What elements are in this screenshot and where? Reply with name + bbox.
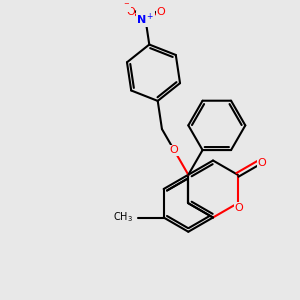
Text: $^-$: $^-$ (122, 2, 130, 11)
Text: O: O (170, 145, 178, 155)
Text: O: O (235, 203, 244, 213)
Text: O: O (126, 7, 135, 17)
Text: N$^+$: N$^+$ (136, 11, 155, 27)
Text: CH$_3$: CH$_3$ (113, 211, 134, 224)
Text: O: O (257, 158, 266, 168)
Text: O: O (156, 7, 165, 17)
